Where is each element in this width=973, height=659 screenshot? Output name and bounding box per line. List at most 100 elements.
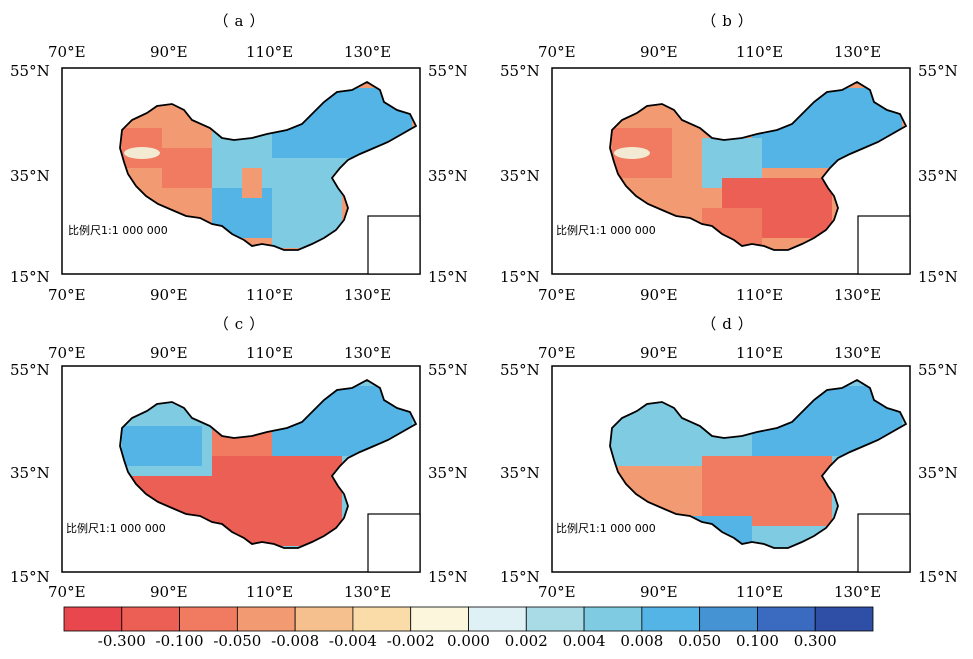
- lon-tick: 110°E: [246, 344, 293, 362]
- scale-text-b: 比例尺1:1 000 000: [556, 223, 656, 237]
- scale-text-d: 比例尺1:1 000 000: [556, 521, 656, 535]
- lon-tick: 110°E: [736, 286, 783, 304]
- lon-tick: 110°E: [736, 344, 783, 362]
- lon-tick: 110°E: [246, 43, 293, 61]
- colorbar-swatch: [525, 606, 585, 632]
- lat-tick: 35°N: [500, 167, 540, 185]
- lon-tick: 110°E: [246, 286, 293, 304]
- lon-tick: 110°E: [246, 583, 293, 601]
- lat-tick: 35°N: [918, 464, 958, 482]
- colorbar-tick-label: -0.300: [97, 632, 146, 650]
- colorbar-swatch: [814, 606, 874, 632]
- colorbar-tick-label: 0.004: [562, 632, 606, 650]
- lat-tick: 55°N: [500, 62, 540, 80]
- colorbar-swatch: [468, 606, 527, 632]
- colorbar-tick-label: -0.004: [328, 632, 377, 650]
- lon-tick: 130°E: [344, 583, 391, 601]
- colorbar-tick-label: 0.050: [678, 632, 722, 650]
- lon-tick: 70°E: [538, 43, 576, 61]
- lat-tick: 55°N: [918, 361, 958, 379]
- colorbar-swatch: [641, 606, 701, 632]
- lat-tick: 35°N: [428, 464, 468, 482]
- lon-tick: 70°E: [48, 43, 86, 61]
- colorbar-swatch: [699, 606, 758, 632]
- lon-tick: 90°E: [640, 344, 678, 362]
- panel-b: 比例尺1:1 000 000: [551, 67, 911, 275]
- lat-tick: 15°N: [918, 268, 958, 286]
- lon-tick: 70°E: [538, 286, 576, 304]
- lat-tick: 55°N: [10, 361, 50, 379]
- lat-tick: 15°N: [10, 568, 50, 586]
- scale-text-a: 比例尺1:1 000 000: [68, 223, 168, 237]
- panel-d-title: （d）: [701, 315, 759, 333]
- lon-tick: 70°E: [538, 583, 576, 601]
- ticks-panel-d: 70°E 90°E 110°E 130°E 70°E 90°E 110°E 13…: [500, 344, 958, 601]
- colorbar-tick-label: -0.050: [213, 632, 262, 650]
- lon-tick: 90°E: [150, 286, 188, 304]
- colorbar-tick-label: 0.000: [447, 632, 490, 650]
- colorbar-swatch: [583, 606, 643, 632]
- colorbar-tick-label: 0.300: [793, 632, 837, 650]
- lon-tick: 90°E: [640, 43, 678, 61]
- lon-tick: 70°E: [48, 583, 86, 601]
- lon-tick: 90°E: [640, 583, 678, 601]
- ticks-panel-a: 70°E 90°E 110°E 130°E 70°E 90°E 110°E 13…: [10, 43, 468, 304]
- colorbar-tick-label: -0.100: [155, 632, 204, 650]
- lat-tick: 35°N: [500, 464, 540, 482]
- panel-c-title: （c）: [213, 315, 271, 333]
- lon-tick: 130°E: [344, 286, 391, 304]
- south-china-sea-inset: [367, 215, 421, 275]
- lon-tick: 130°E: [834, 43, 881, 61]
- lat-tick: 35°N: [10, 167, 50, 185]
- colorbar-tick-label: 0.100: [735, 632, 779, 650]
- lon-tick: 130°E: [834, 344, 881, 362]
- colorbar-tick-label: -0.002: [386, 632, 435, 650]
- lat-tick: 15°N: [918, 568, 958, 586]
- colorbar-swatch: [236, 606, 296, 632]
- lat-tick: 15°N: [500, 268, 540, 286]
- lon-tick: 130°E: [344, 344, 391, 362]
- south-china-sea-inset: [857, 215, 911, 275]
- lon-tick: 110°E: [736, 583, 783, 601]
- colorbar-tick-label: 0.008: [620, 632, 664, 650]
- ticks-panel-b: 70°E 90°E 110°E 130°E 70°E 90°E 110°E 13…: [500, 43, 958, 304]
- lat-tick: 35°N: [918, 167, 958, 185]
- panel-a-title: （a）: [213, 12, 271, 30]
- colorbar-swatch: [121, 606, 180, 632]
- lat-tick: 15°N: [428, 268, 468, 286]
- lat-tick: 55°N: [428, 62, 468, 80]
- lat-tick: 15°N: [428, 568, 468, 586]
- colorbar-swatch: [352, 606, 412, 632]
- lon-tick: 90°E: [150, 344, 188, 362]
- lon-tick: 90°E: [640, 286, 678, 304]
- lon-tick: 70°E: [48, 286, 86, 304]
- colorbar-swatch: [63, 606, 123, 632]
- colorbar-swatch: [410, 606, 469, 632]
- lat-tick: 35°N: [10, 464, 50, 482]
- lon-tick: 70°E: [538, 344, 576, 362]
- lon-tick: 130°E: [344, 43, 391, 61]
- lon-tick: 90°E: [150, 583, 188, 601]
- lon-tick: 110°E: [736, 43, 783, 61]
- lon-tick: 90°E: [150, 43, 188, 61]
- panel-c: 比例尺1:1 000 000: [61, 365, 421, 573]
- south-china-sea-inset: [367, 513, 421, 573]
- lat-tick: 15°N: [10, 268, 50, 286]
- ticks-panel-c: 70°E 90°E 110°E 130°E 70°E 90°E 110°E 13…: [10, 344, 468, 601]
- panel-a: 比例尺1:1 000 000: [61, 67, 421, 275]
- scale-text-c: 比例尺1:1 000 000: [66, 521, 166, 535]
- lon-tick: 130°E: [834, 286, 881, 304]
- colorbar-tick-label: 0.002: [504, 632, 548, 650]
- lon-tick: 70°E: [48, 344, 86, 362]
- lon-tick: 130°E: [834, 583, 881, 601]
- lat-tick: 55°N: [428, 361, 468, 379]
- panel-d: 比例尺1:1 000 000: [551, 365, 911, 573]
- lat-tick: 55°N: [918, 62, 958, 80]
- lat-tick: 35°N: [428, 167, 468, 185]
- lat-tick: 55°N: [500, 361, 540, 379]
- colorbar-tick-label: -0.008: [271, 632, 320, 650]
- lat-tick: 15°N: [500, 568, 540, 586]
- colorbar-swatch: [294, 606, 354, 632]
- lat-tick: 55°N: [10, 62, 50, 80]
